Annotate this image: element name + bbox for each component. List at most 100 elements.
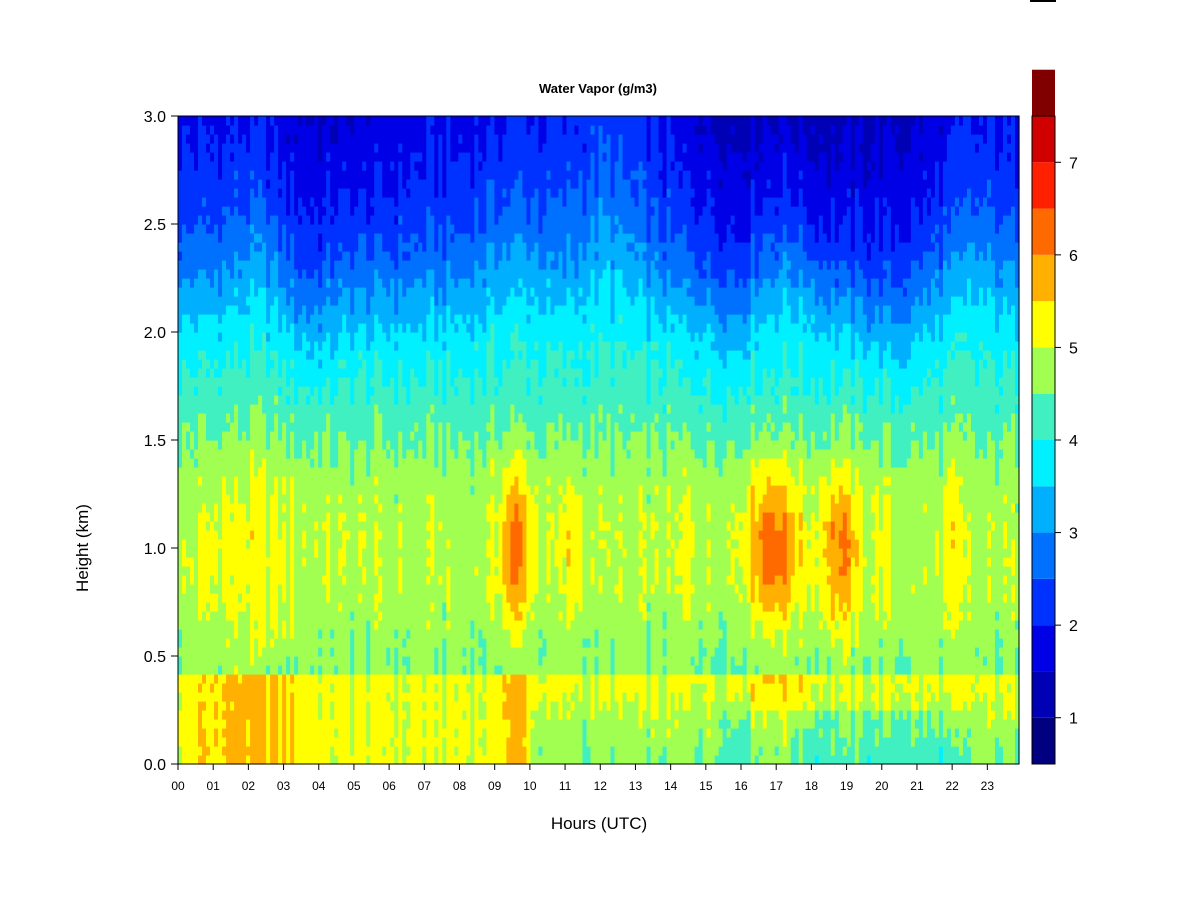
heatmap-cell (366, 413, 371, 423)
heatmap-cell (214, 485, 219, 495)
heatmap-cell (262, 458, 267, 468)
heatmap-cell (186, 512, 191, 522)
heatmap-cell (186, 458, 191, 468)
heatmap-cell (438, 359, 443, 369)
heatmap-cell (318, 449, 323, 459)
heatmap-cell (306, 539, 311, 549)
heatmap-cell (406, 242, 411, 252)
heatmap-cell (274, 278, 279, 288)
heatmap-cell (262, 476, 267, 486)
heatmap-cell (226, 575, 231, 585)
heatmap-cell (286, 242, 291, 252)
heatmap-cell (378, 584, 383, 594)
heatmap-cell (238, 746, 243, 756)
heatmap-cell (306, 404, 311, 414)
heatmap-cell (402, 152, 407, 162)
heatmap-cell (438, 737, 443, 747)
heatmap-cell (282, 575, 287, 585)
heatmap-cell (194, 710, 199, 720)
heatmap-cell (202, 422, 207, 432)
heatmap-cell (222, 602, 227, 612)
heatmap-cell (350, 251, 355, 261)
heatmap-cell (418, 629, 423, 639)
heatmap-cell (394, 287, 399, 297)
heatmap-cell (346, 224, 351, 234)
heatmap-cell (430, 161, 435, 171)
heatmap-cell (322, 485, 327, 495)
heatmap-cell (406, 638, 411, 648)
heatmap-cell (250, 440, 255, 450)
heatmap-cell (390, 260, 395, 270)
heatmap-cell (378, 224, 383, 234)
heatmap-cell (294, 728, 299, 738)
heatmap-cell (266, 395, 271, 405)
heatmap-cell (286, 593, 291, 603)
heatmap-cell (222, 305, 227, 315)
heatmap-cell (198, 701, 203, 711)
heatmap-cell (258, 224, 263, 234)
heatmap-cell (330, 116, 335, 126)
heatmap-cell (418, 197, 423, 207)
heatmap-cell (182, 251, 187, 261)
heatmap-cell (378, 440, 383, 450)
heatmap-cell (338, 611, 343, 621)
heatmap-cell (318, 341, 323, 351)
heatmap-cell (374, 638, 379, 648)
heatmap-cell (290, 161, 295, 171)
heatmap-cell (354, 116, 359, 126)
heatmap-cell (342, 251, 347, 261)
heatmap-cell (442, 269, 447, 279)
heatmap-cell (350, 656, 355, 666)
heatmap-cell (286, 287, 291, 297)
heatmap-cell (386, 512, 391, 522)
heatmap-cell (382, 683, 387, 693)
heatmap-cell (266, 161, 271, 171)
heatmap-cell (222, 269, 227, 279)
heatmap-cell (282, 143, 287, 153)
heatmap-cell (234, 629, 239, 639)
heatmap-cell (218, 314, 223, 324)
heatmap-cell (254, 305, 259, 315)
heatmap-cell (414, 719, 419, 729)
heatmap-cell (226, 278, 231, 288)
heatmap-cell (358, 143, 363, 153)
heatmap-cell (350, 629, 355, 639)
heatmap-cell (182, 683, 187, 693)
heatmap-cell (214, 305, 219, 315)
heatmap-cell (318, 467, 323, 477)
heatmap-cell (290, 593, 295, 603)
heatmap-cell (414, 395, 419, 405)
heatmap-cell (182, 224, 187, 234)
heatmap-cell (266, 278, 271, 288)
heatmap-cell (258, 611, 263, 621)
heatmap-cell (414, 386, 419, 396)
heatmap-cell (426, 368, 431, 378)
heatmap-cell (290, 494, 295, 504)
heatmap-cell (306, 431, 311, 441)
heatmap-cell (386, 611, 391, 621)
heatmap-cell (218, 125, 223, 135)
heatmap-cell (378, 197, 383, 207)
heatmap-cell (350, 683, 355, 693)
heatmap-cell (290, 278, 295, 288)
heatmap-cell (406, 557, 411, 567)
heatmap-cell (370, 215, 375, 225)
heatmap-cell (390, 332, 395, 342)
heatmap-cell (410, 548, 415, 558)
heatmap-cell (266, 251, 271, 261)
heatmap-cell (338, 188, 343, 198)
heatmap-cell (322, 512, 327, 522)
heatmap-cell (242, 260, 247, 270)
heatmap-cell (434, 737, 439, 747)
heatmap-cell (342, 260, 347, 270)
heatmap-cell (422, 188, 427, 198)
heatmap-cell (398, 179, 403, 189)
heatmap-cell (242, 152, 247, 162)
heatmap-cell (426, 431, 431, 441)
heatmap-cell (306, 413, 311, 423)
heatmap-cell (442, 476, 447, 486)
heatmap-cell (294, 323, 299, 333)
heatmap-cell (238, 134, 243, 144)
heatmap-cell (422, 152, 427, 162)
heatmap-cell (250, 143, 255, 153)
